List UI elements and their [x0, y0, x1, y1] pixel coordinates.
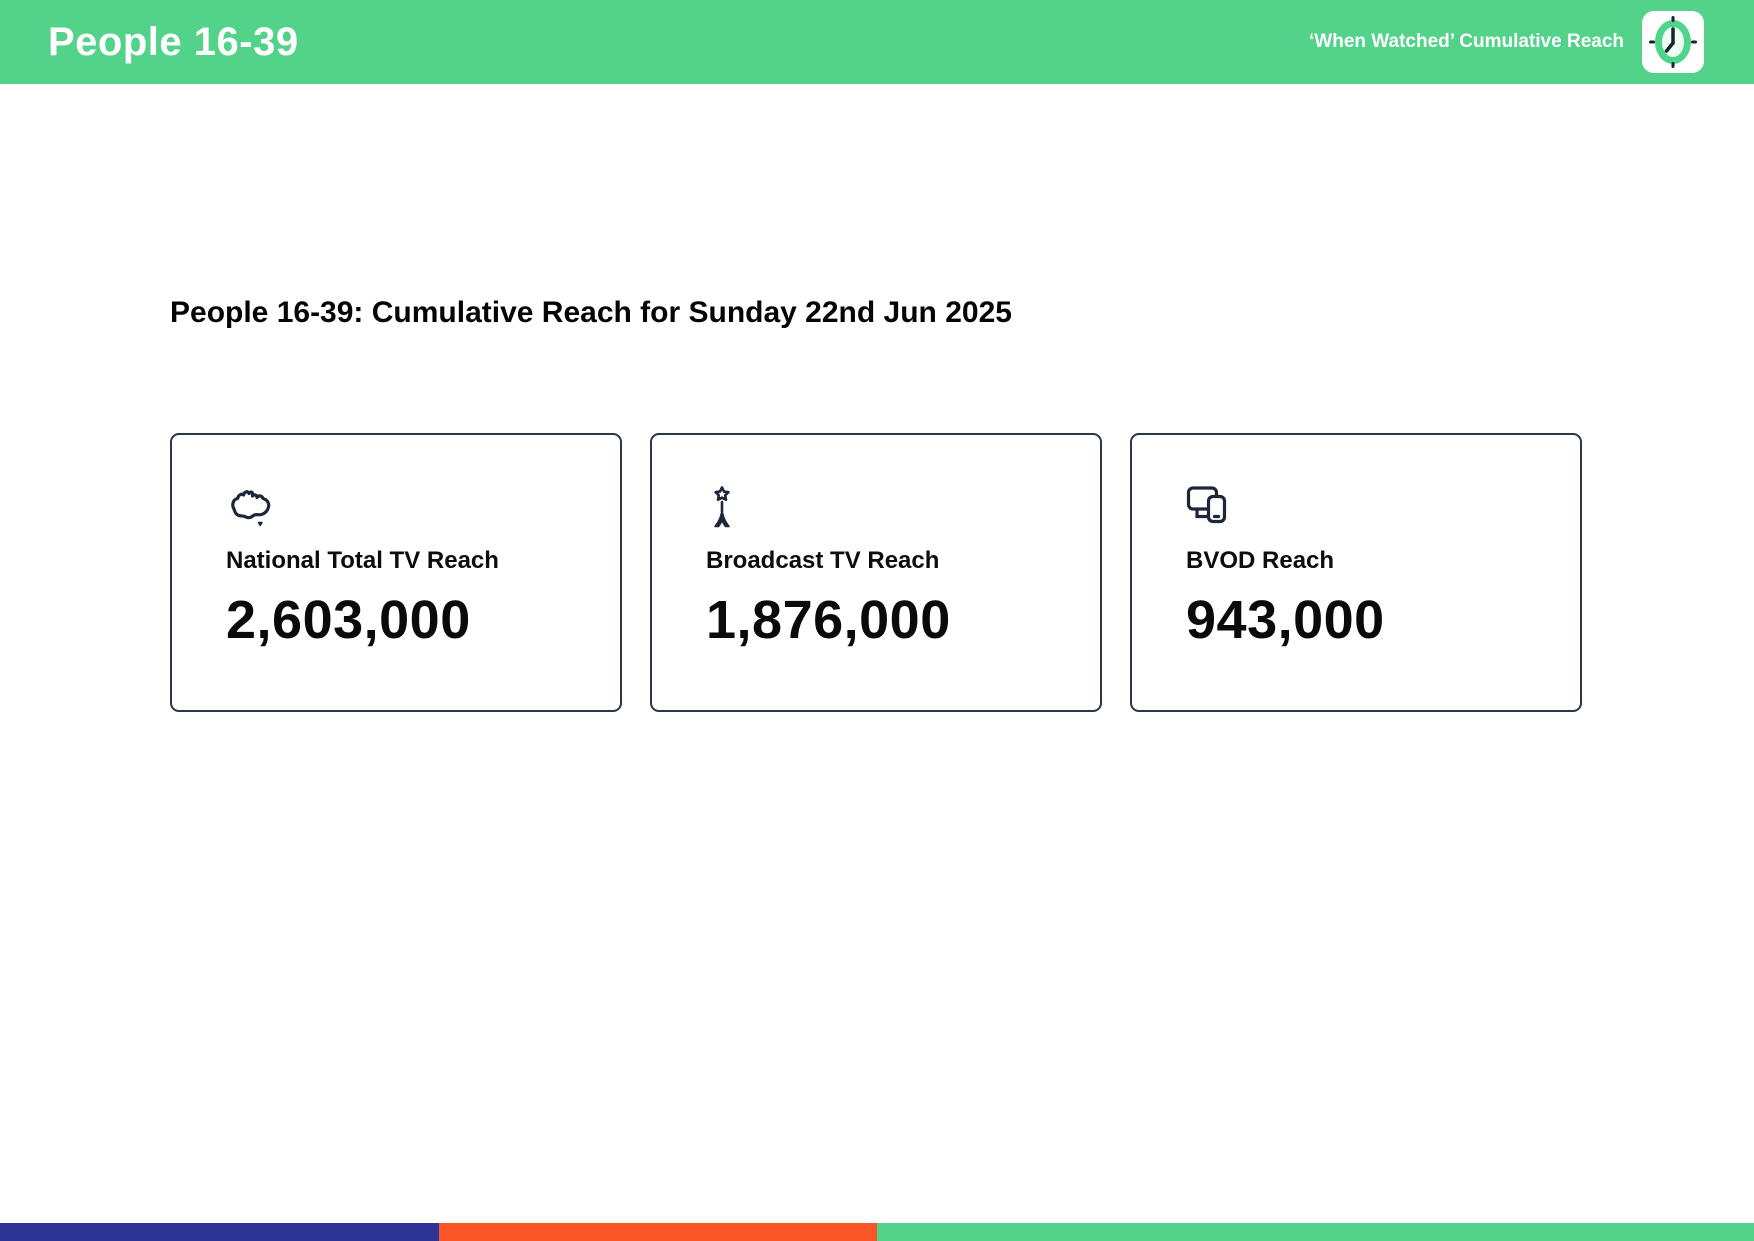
clock-app-icon: [1642, 11, 1704, 73]
australia-map-icon: [226, 485, 590, 531]
card-broadcast-tv-reach: Broadcast TV Reach 1,876,000: [650, 433, 1102, 712]
card-bvod-reach: BVOD Reach 943,000: [1130, 433, 1582, 712]
footer-segment-blue: [0, 1223, 439, 1241]
footer-segment-green: [877, 1223, 1754, 1241]
footer-segment-orange: [438, 1223, 877, 1241]
broadcast-tower-icon: [706, 485, 1070, 531]
footer-color-bar: [0, 1223, 1754, 1241]
app-header: People 16-39 ‘When Watched’ Cumulative R…: [0, 0, 1754, 84]
card-label: National Total TV Reach: [226, 547, 499, 574]
card-value: 1,876,000: [706, 590, 951, 650]
header-subtitle: ‘When Watched’ Cumulative Reach: [1309, 31, 1624, 52]
header-right-group: ‘When Watched’ Cumulative Reach: [1309, 11, 1704, 73]
card-label: Broadcast TV Reach: [706, 547, 940, 574]
page-title: People 16-39: Cumulative Reach for Sunda…: [170, 296, 1012, 329]
card-value: 943,000: [1186, 590, 1385, 650]
card-national-total-tv-reach: National Total TV Reach 2,603,000: [170, 433, 622, 712]
header-title: People 16-39: [48, 19, 299, 64]
kpi-card-row: National Total TV Reach 2,603,000 Broadc…: [170, 433, 1582, 712]
tv-and-mobile-devices-icon: [1186, 485, 1550, 531]
card-label: BVOD Reach: [1186, 547, 1335, 574]
card-value: 2,603,000: [226, 590, 471, 650]
